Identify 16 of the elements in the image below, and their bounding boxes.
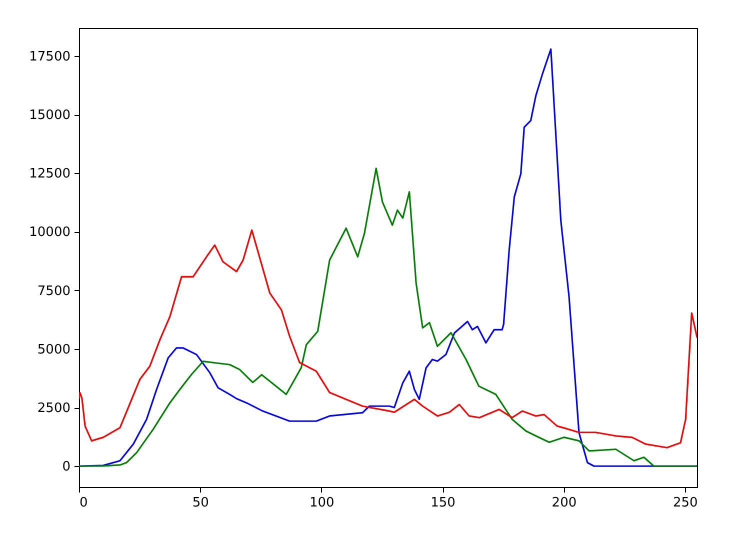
y-tick-label: 17500 bbox=[29, 49, 70, 64]
line-series bbox=[79, 229, 697, 448]
y-tick-label: 0 bbox=[62, 460, 70, 475]
line-series bbox=[79, 168, 697, 467]
y-tick-label: 5000 bbox=[37, 342, 70, 358]
x-tick-label: 50 bbox=[192, 496, 209, 510]
y-tick-label: 10000 bbox=[29, 225, 70, 240]
y-tick-label: 12500 bbox=[29, 166, 70, 182]
y-tick-label: 15000 bbox=[29, 108, 70, 123]
x-tick-label: 0 bbox=[80, 496, 88, 510]
x-tick-label: 100 bbox=[309, 496, 334, 510]
y-tick-label: 2500 bbox=[37, 401, 70, 416]
x-tick-label: 150 bbox=[430, 496, 456, 510]
x-tick-label: 250 bbox=[672, 496, 698, 510]
x-tick-label: 200 bbox=[552, 496, 577, 510]
y-tick-label: 7500 bbox=[37, 284, 70, 299]
